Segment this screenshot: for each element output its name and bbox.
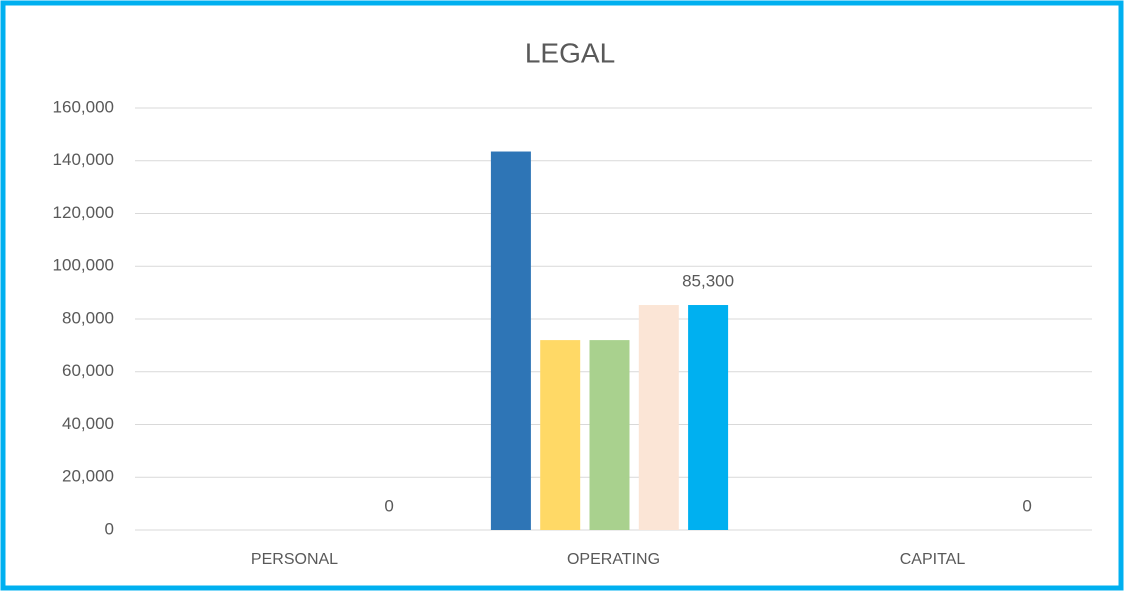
y-tick-label: 60,000	[62, 361, 114, 380]
bar	[688, 305, 729, 530]
x-tick-label: PERSONAL	[251, 551, 338, 568]
y-tick-label: 40,000	[62, 414, 114, 433]
bar	[589, 340, 630, 530]
y-tick-label: 100,000	[53, 256, 114, 275]
y-tick-label: 160,000	[53, 97, 114, 116]
y-tick-label: 80,000	[62, 308, 114, 327]
data-label: 85,300	[682, 272, 734, 291]
data-label: 0	[384, 496, 393, 515]
y-tick-label: 0	[105, 519, 114, 538]
y-tick-label: 140,000	[53, 150, 114, 169]
bar	[540, 340, 581, 530]
y-tick-label: 20,000	[62, 467, 114, 486]
x-tick-label: CAPITAL	[900, 551, 966, 568]
bar	[490, 151, 531, 531]
bar	[638, 305, 679, 530]
data-label: 0	[1022, 496, 1031, 515]
chart-title: LEGAL	[525, 37, 615, 68]
x-tick-label: OPERATING	[567, 551, 660, 568]
y-tick-label: 120,000	[53, 203, 114, 222]
